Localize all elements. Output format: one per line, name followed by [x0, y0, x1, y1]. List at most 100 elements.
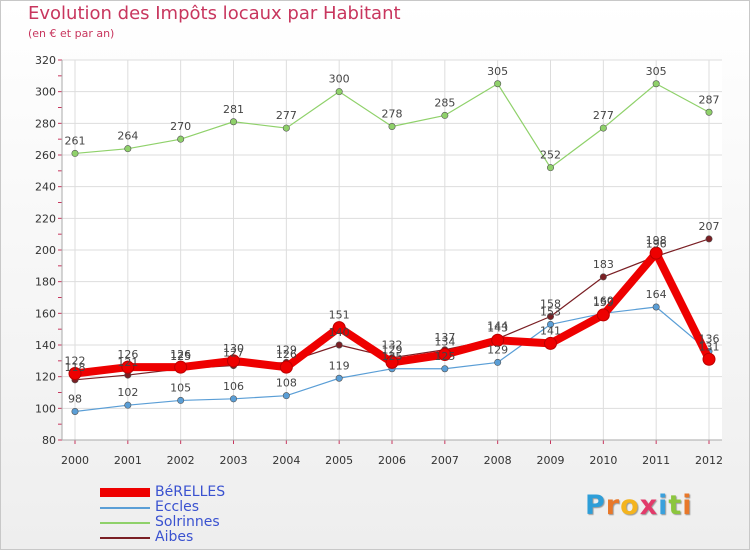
- data-point-eccles: [71, 407, 79, 415]
- data-label-eccles: 160: [593, 294, 614, 307]
- data-label-b-relles: 126: [170, 348, 191, 361]
- y-tick-label: 120: [35, 371, 56, 384]
- data-point-aibes: [705, 235, 713, 243]
- data-label-solrinnes: 270: [170, 120, 191, 133]
- data-label-eccles: 108: [276, 377, 297, 390]
- x-tick-label: 2003: [220, 454, 248, 467]
- y-tick-label: 260: [35, 149, 56, 162]
- data-label-aibes: 144: [487, 320, 508, 333]
- data-point-b-relles: [438, 348, 452, 361]
- data-label-eccles: 153: [540, 305, 561, 318]
- x-tick-label: 2000: [61, 454, 89, 467]
- data-label-solrinnes: 287: [699, 93, 720, 106]
- data-point-eccles: [652, 303, 660, 311]
- data-point-aibes: [335, 341, 343, 349]
- data-point-eccles: [282, 392, 290, 400]
- data-point-solrinnes: [441, 111, 449, 119]
- y-tick-label: 140: [35, 339, 56, 352]
- data-point-b-relles: [279, 360, 293, 374]
- data-point-b-relles: [121, 360, 135, 374]
- data-label-aibes: 132: [382, 339, 403, 352]
- data-label-b-relles: 141: [540, 324, 561, 337]
- logo-letter: r: [605, 490, 621, 521]
- data-point-b-relles: [544, 336, 557, 350]
- data-label-b-relles: 126: [276, 348, 297, 361]
- x-tick-label: 2004: [272, 454, 300, 467]
- data-point-b-relles: [174, 360, 188, 374]
- data-label-solrinnes: 277: [593, 109, 614, 122]
- logo-letter: i: [658, 490, 669, 521]
- data-label-eccles: 98: [68, 393, 82, 406]
- x-tick-label: 2009: [537, 454, 565, 467]
- data-label-b-relles: 126: [117, 348, 138, 361]
- data-label-solrinnes: 305: [487, 65, 508, 78]
- data-label-b-relles: 122: [65, 355, 86, 368]
- data-label-b-relles: 134: [434, 336, 455, 349]
- y-tick-label: 240: [35, 181, 56, 194]
- data-label-b-relles: 143: [487, 321, 508, 334]
- data-label-aibes: 118: [65, 361, 86, 374]
- data-point-solrinnes: [652, 80, 660, 88]
- data-label-eccles: 106: [223, 380, 244, 393]
- logo-letter: o: [620, 490, 640, 521]
- y-tick-label: 80: [42, 434, 56, 447]
- data-label-solrinnes: 261: [65, 134, 86, 147]
- legend-swatch-solrinnes: [100, 522, 150, 524]
- data-label-solrinnes: 305: [646, 65, 667, 78]
- logo-letter: x: [639, 490, 659, 521]
- logo-letter: i: [682, 490, 693, 521]
- y-tick-label: 100: [35, 402, 56, 415]
- data-point-b-relles: [649, 246, 663, 260]
- data-label-b-relles: 159: [593, 296, 614, 309]
- data-point-solrinnes: [599, 124, 607, 132]
- data-label-aibes: 183: [593, 258, 614, 271]
- data-label-b-relles: 129: [382, 343, 403, 356]
- data-label-b-relles: 130: [223, 342, 244, 355]
- data-point-b-relles: [332, 321, 346, 335]
- data-point-aibes: [546, 312, 554, 320]
- data-point-solrinnes: [705, 108, 713, 116]
- data-label-solrinnes: 278: [382, 108, 403, 121]
- data-point-b-relles: [385, 355, 399, 369]
- data-point-solrinnes: [230, 118, 238, 126]
- data-label-eccles: 164: [646, 288, 667, 301]
- data-label-aibes: 140: [329, 326, 350, 339]
- data-label-aibes: 207: [699, 220, 720, 233]
- data-point-solrinnes: [282, 124, 290, 132]
- data-point-b-relles: [68, 367, 82, 380]
- data-label-aibes: 125: [170, 350, 191, 363]
- data-label-b-relles: 198: [646, 234, 667, 247]
- data-point-b-relles: [596, 308, 610, 322]
- data-label-aibes: 127: [223, 347, 244, 360]
- legend-label-aibes: Aibes: [155, 529, 194, 545]
- data-label-eccles: 136: [699, 332, 720, 345]
- data-label-solrinnes: 277: [276, 109, 297, 122]
- data-point-eccles: [177, 396, 185, 404]
- data-label-b-relles: 151: [329, 309, 350, 322]
- data-point-eccles: [441, 365, 449, 373]
- data-label-aibes: 129: [276, 343, 297, 356]
- data-label-eccles: 105: [170, 381, 191, 394]
- x-tick-label: 2002: [167, 454, 195, 467]
- data-point-eccles: [494, 358, 502, 366]
- x-tick-label: 2011: [642, 454, 670, 467]
- data-label-aibes: 196: [646, 237, 667, 250]
- legend-swatch-eccles: [100, 507, 150, 509]
- data-point-solrinnes: [177, 135, 185, 143]
- data-label-solrinnes: 285: [434, 96, 455, 109]
- data-label-aibes: 137: [434, 331, 455, 344]
- legend-label-solrinnes: Solrinnes: [155, 514, 220, 530]
- data-label-solrinnes: 252: [540, 149, 561, 162]
- data-point-solrinnes: [335, 88, 343, 96]
- data-point-eccles: [335, 374, 343, 382]
- proxiti-logo: Proxiti: [585, 490, 693, 521]
- x-tick-label: 2007: [431, 454, 459, 467]
- data-label-eccles: 102: [117, 386, 138, 399]
- data-label-eccles: 119: [329, 359, 350, 372]
- data-label-solrinnes: 300: [329, 73, 350, 86]
- y-tick-label: 300: [35, 86, 56, 99]
- y-tick-label: 160: [35, 307, 56, 320]
- x-tick-label: 2001: [114, 454, 142, 467]
- data-label-eccles: 129: [487, 343, 508, 356]
- data-label-aibes: 158: [540, 298, 561, 311]
